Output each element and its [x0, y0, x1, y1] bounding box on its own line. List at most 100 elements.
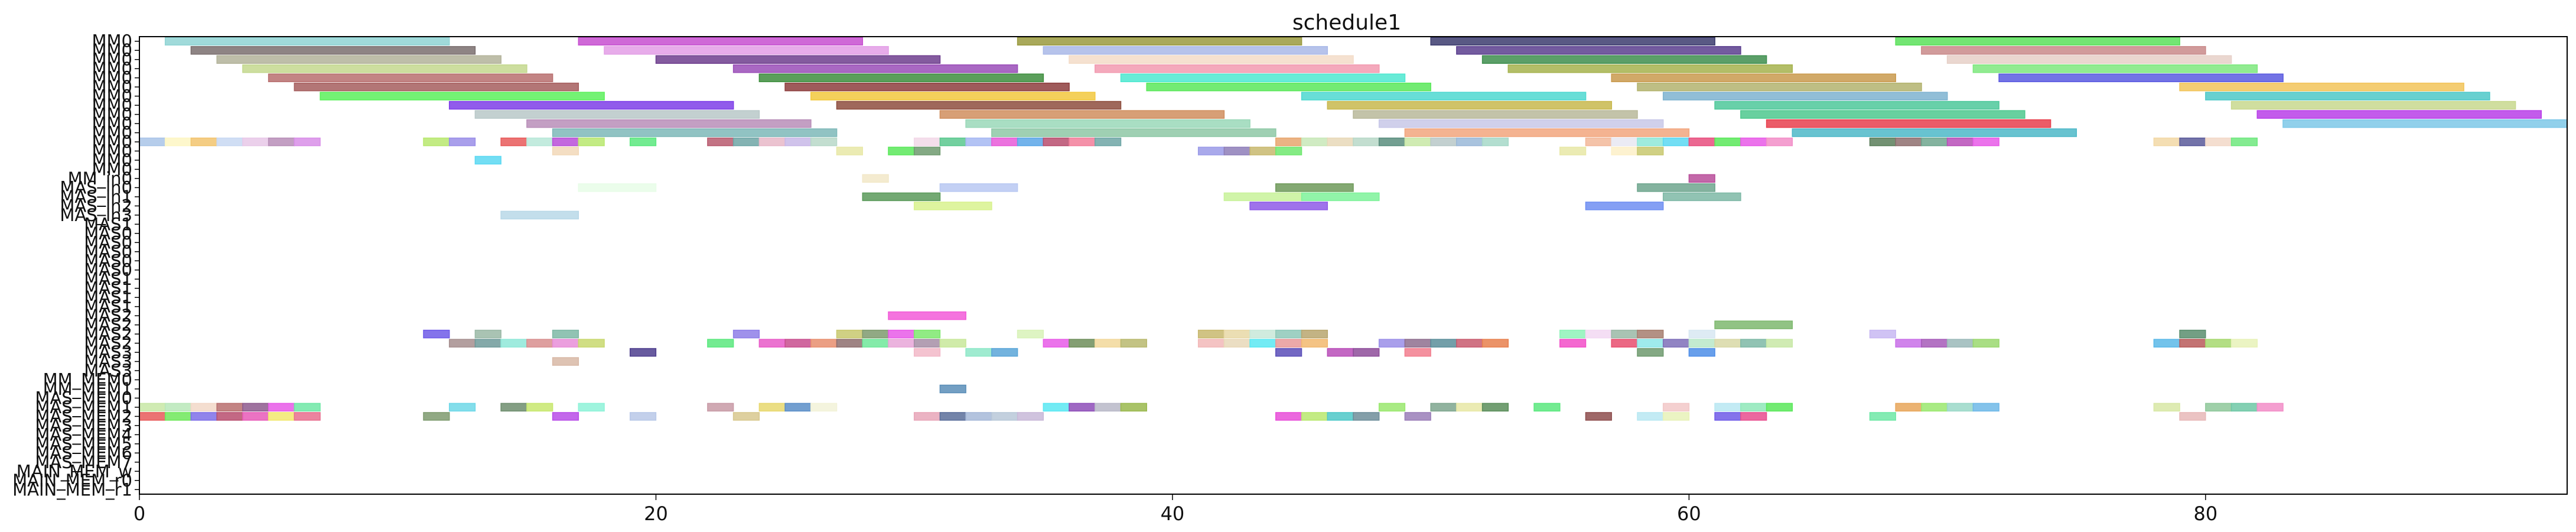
task-bar	[1637, 147, 1664, 155]
task-bar	[888, 147, 915, 155]
task-bar	[991, 348, 1018, 357]
task-bar	[2230, 137, 2258, 147]
task-bars	[139, 37, 2568, 421]
task-bar	[1714, 137, 1741, 147]
task-bar	[913, 147, 941, 155]
task-bar	[1275, 183, 1354, 192]
task-bar	[1353, 348, 1380, 357]
task-bar	[1946, 403, 1974, 412]
task-bar	[1120, 339, 1147, 348]
task-bar	[784, 403, 812, 412]
row-label: MAS_MEM2	[35, 406, 132, 426]
task-bar	[1585, 329, 1612, 339]
task-bar	[2153, 137, 2180, 147]
task-bar	[991, 128, 1276, 137]
task-bar	[2179, 412, 2206, 421]
task-bar	[1146, 82, 1431, 92]
task-bar	[913, 412, 941, 421]
task-bar	[913, 202, 992, 210]
x-tick-label: 20	[644, 502, 668, 525]
task-bar	[1637, 339, 1664, 348]
task-bar	[1069, 339, 1096, 348]
row-label: MM0	[92, 77, 133, 97]
task-bar	[190, 403, 217, 412]
task-bar	[139, 403, 166, 412]
task-bar	[1637, 412, 1664, 421]
task-bar	[2179, 329, 2206, 339]
task-bar	[2205, 137, 2232, 147]
task-bar	[423, 137, 450, 147]
task-bar	[1662, 412, 1690, 421]
task-bar	[1921, 137, 1948, 147]
task-bar	[1069, 403, 1096, 412]
task-bar	[1714, 339, 1741, 348]
task-bar	[526, 119, 812, 128]
task-bar	[526, 403, 553, 412]
row-label: MM0	[92, 50, 133, 70]
x-tick-label: 40	[1161, 502, 1185, 525]
task-bar	[888, 311, 966, 320]
task-bar	[2153, 339, 2180, 348]
task-bar	[758, 137, 786, 147]
task-bar	[552, 412, 579, 421]
task-bar	[2179, 82, 2464, 92]
task-bar	[1714, 100, 1999, 110]
task-bar	[1946, 55, 2232, 64]
task-bar	[294, 403, 321, 412]
task-bar	[242, 412, 269, 421]
task-bar	[2179, 137, 2206, 147]
task-bar	[991, 412, 1018, 421]
task-bar	[190, 46, 476, 55]
task-bar	[1766, 403, 1793, 412]
task-bar	[913, 348, 941, 357]
task-bar	[655, 55, 941, 64]
task-bar	[965, 137, 992, 147]
task-bar	[1637, 329, 1664, 339]
task-bar	[423, 412, 450, 421]
task-bar	[1327, 100, 1613, 110]
task-bar	[1972, 137, 1999, 147]
row-label: MAS1	[84, 297, 132, 317]
task-bar	[2230, 339, 2258, 348]
task-bar	[1430, 137, 1457, 147]
task-bar	[758, 403, 786, 412]
task-bar	[294, 137, 321, 147]
row-label: MAS_MEM4	[35, 424, 132, 445]
task-bar	[707, 403, 734, 412]
task-bar	[707, 339, 734, 348]
task-bar	[1404, 128, 1690, 137]
task-bar	[810, 403, 838, 412]
row-label: MAIN_MEM_r0	[12, 471, 132, 491]
task-bar	[784, 82, 1070, 92]
task-bar	[991, 137, 1018, 147]
task-bar	[1430, 37, 1715, 46]
task-bar	[862, 174, 889, 183]
task-bar	[1120, 403, 1147, 412]
row-label: MM0	[92, 95, 133, 115]
task-bar	[474, 155, 501, 165]
row-label: MAS2	[84, 306, 132, 326]
chart-title: schedule1	[1292, 11, 1401, 35]
task-bar	[1249, 202, 1328, 210]
task-bar	[190, 412, 217, 421]
task-bar	[268, 137, 295, 147]
task-bar	[1378, 403, 1406, 412]
task-bar	[1792, 128, 2077, 137]
task-bar	[888, 339, 915, 348]
task-bar	[1688, 137, 1715, 147]
task-bar	[1043, 46, 1328, 55]
row-label: MM0	[92, 59, 133, 79]
row-label: MM_MEM1	[43, 379, 132, 399]
task-bar	[1637, 183, 1715, 192]
task-bar	[1353, 412, 1380, 421]
task-bar	[913, 329, 941, 339]
task-bar	[2282, 119, 2568, 128]
task-bar	[500, 210, 579, 220]
task-bar	[1456, 403, 1483, 412]
task-bar	[1895, 403, 1922, 412]
task-bar	[448, 137, 476, 147]
task-bar	[2230, 403, 2258, 412]
task-bar	[1404, 348, 1431, 357]
task-bar	[216, 403, 243, 412]
task-bar	[1095, 64, 1380, 73]
